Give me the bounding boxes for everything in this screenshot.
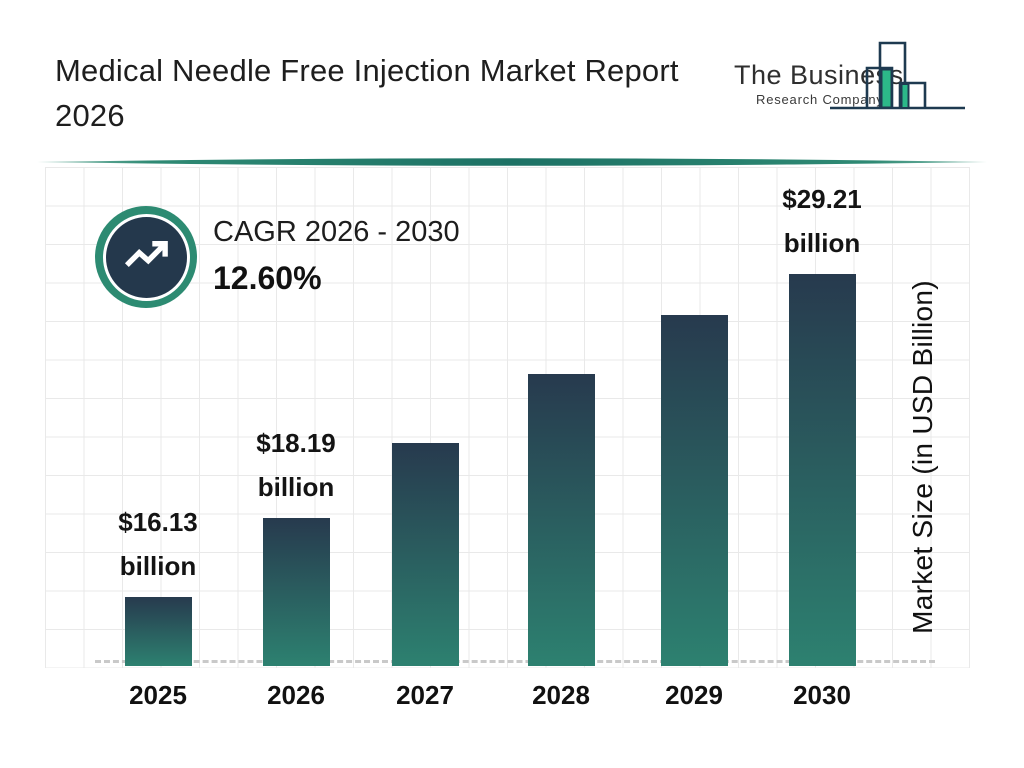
bar-chart-logo-icon	[828, 40, 968, 117]
year-label-2027: 2027	[396, 680, 454, 710]
value-label-2026: $18.19 billion	[256, 428, 336, 502]
value-label-2030: $29.21 billion	[782, 184, 862, 258]
logo-text-secondary: Research Company	[756, 92, 884, 107]
year-label-2030: 2030	[793, 680, 851, 710]
bar-2028	[527, 374, 595, 666]
cagr-badge-circle	[102, 213, 190, 301]
year-label-2025: 2025	[129, 680, 187, 710]
trending-up-icon	[119, 228, 173, 287]
bar-2027	[391, 443, 459, 666]
bar-2029	[660, 315, 728, 666]
page-title-line1: Medical Needle Free Injection Market Rep…	[55, 53, 679, 88]
baseline-dashed	[95, 660, 935, 663]
bar-2030	[788, 274, 856, 666]
cagr-value: 12.60%	[213, 260, 322, 296]
page-title: Medical Needle Free Injection Market Rep…	[55, 48, 745, 138]
year-label-2026: 2026	[267, 680, 325, 710]
year-label-2029: 2029	[665, 680, 723, 710]
cagr-label: CAGR 2026 - 2030	[213, 216, 460, 248]
page-title-line2: 2026	[55, 98, 125, 133]
bar-2026	[262, 518, 330, 666]
value-label-2025: $16.13 billion	[118, 507, 198, 581]
year-label-2028: 2028	[532, 680, 590, 710]
company-logo: The Business Research Company	[728, 40, 996, 130]
logo-text-primary: The Business	[734, 60, 904, 90]
cagr-badge	[95, 206, 197, 308]
divider-line	[32, 153, 992, 176]
y-axis-label: Market Size (in USD Billion)	[907, 280, 938, 634]
bar-2025	[124, 597, 192, 666]
